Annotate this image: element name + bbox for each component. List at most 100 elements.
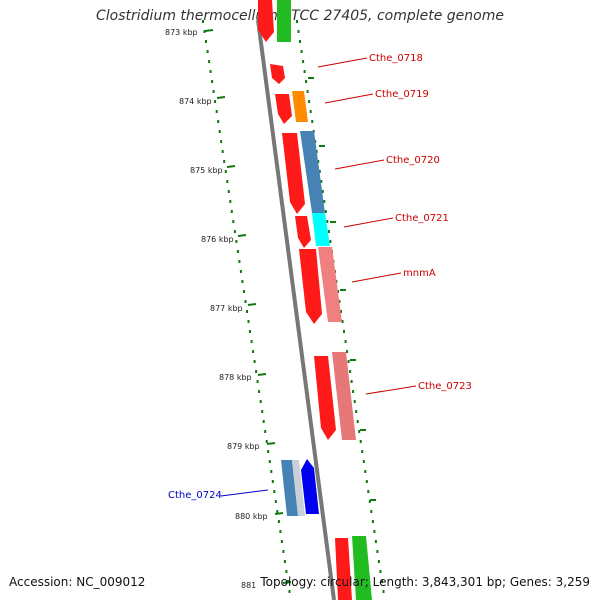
gene-label[interactable]: Cthe_0723 [418, 381, 472, 392]
rail-dot [349, 370, 352, 373]
rail-dot [252, 350, 255, 353]
rail-dot [379, 570, 382, 573]
rail-dot [306, 90, 309, 93]
rail-dot [327, 230, 330, 233]
gene-arrow-red[interactable] [270, 64, 285, 84]
rail-dot [208, 60, 211, 63]
rail-dot [308, 100, 311, 103]
rail-dot [320, 180, 323, 183]
gene-box-salmon[interactable] [318, 247, 342, 322]
rail-dot [297, 30, 300, 33]
rail-dot [324, 210, 327, 213]
rail-dot [203, 30, 206, 33]
rail-dot [338, 300, 341, 303]
rail-dot [233, 230, 236, 233]
rail-dot [377, 560, 380, 563]
gene-arrow-red[interactable] [335, 538, 352, 600]
rail-dot [362, 460, 365, 463]
leader-line [365, 385, 417, 395]
rail-dot [299, 40, 301, 43]
rail-dot [246, 310, 248, 313]
rail-dot [365, 480, 368, 483]
gene-box-steelblue[interactable] [281, 460, 298, 516]
gene-box-steelblue[interactable] [300, 131, 325, 213]
gene-label[interactable]: mnmA [403, 268, 436, 279]
rail-dot [282, 550, 285, 553]
kbp-tick [226, 165, 236, 168]
gene-arrow-red[interactable] [282, 133, 305, 214]
rail-dot [311, 120, 314, 123]
rail-dot [238, 260, 241, 263]
kbp-label: 874 kbp [179, 97, 212, 106]
kbp-label: 873 kbp [165, 28, 198, 37]
gene-box-grey[interactable] [292, 460, 305, 516]
rail-dot [206, 50, 209, 53]
gene-arrow-red[interactable] [295, 216, 311, 248]
kbp-label: 879 kbp [227, 442, 260, 451]
rail-dot [373, 530, 376, 533]
rail-dot [352, 390, 355, 393]
rail-dot [274, 500, 277, 503]
rail-dot [212, 90, 215, 93]
rail-dot [217, 120, 220, 123]
leader-line [334, 159, 385, 170]
kbp-tick [247, 303, 257, 306]
rail-dot [356, 420, 359, 423]
gene-box-cyan[interactable] [312, 213, 330, 246]
gene-box-salmon[interactable] [332, 352, 356, 440]
rail-dot [247, 320, 250, 323]
rail-dot [232, 220, 235, 223]
gene-arrow-red[interactable] [258, 0, 274, 42]
kbp-label: 875 kbp [190, 166, 223, 175]
rail-dot [224, 170, 227, 173]
rail-dot [236, 250, 239, 253]
rail-dot [355, 410, 358, 413]
rail-dot [329, 240, 332, 243]
rail-dot [382, 590, 385, 593]
rail-dot [256, 380, 259, 383]
rail-dot [359, 440, 362, 443]
kbp-label: 878 kbp [219, 373, 252, 382]
gene-box-green[interactable] [277, 0, 291, 42]
gene-label[interactable]: Cthe_0718 [369, 53, 423, 64]
rail-dot [226, 180, 229, 183]
gene-label[interactable]: Cthe_0719 [375, 89, 429, 100]
rail-dot [296, 20, 298, 23]
gene-arrow-red[interactable] [314, 356, 336, 440]
rail-dot [243, 290, 245, 293]
rail-dot [250, 340, 253, 343]
gene-arrow-blue[interactable] [301, 459, 319, 514]
rail-dot [371, 520, 374, 523]
kbp-tick [274, 512, 284, 515]
rail-dot [309, 110, 312, 113]
rail-dot [370, 510, 373, 513]
rail-dot [239, 270, 242, 273]
rail-dot [271, 480, 274, 483]
rail-dot [211, 80, 214, 83]
gene-label[interactable]: Cthe_0724 [168, 490, 222, 501]
leader-line [343, 217, 394, 228]
kbp-label: 880 kbp [235, 512, 268, 521]
gene-arrow-red[interactable] [299, 249, 322, 324]
rail-dot [318, 170, 321, 173]
rail-dot [302, 60, 305, 63]
rail-dot [261, 410, 264, 413]
rail-dot [215, 110, 218, 113]
rail-dot [340, 310, 342, 313]
rail-dot [326, 220, 329, 223]
rail-dot [221, 150, 224, 153]
rail-dot [341, 320, 344, 323]
gene-box-orange[interactable] [292, 91, 308, 122]
rail-dot [350, 380, 353, 383]
rail-dot [323, 200, 326, 203]
gene-box-green[interactable] [352, 536, 372, 600]
leader-line [220, 489, 269, 497]
gene-label[interactable]: Cthe_0720 [386, 155, 440, 166]
rail-dot [374, 540, 377, 543]
rail-dot [277, 520, 280, 523]
rail-dot [267, 450, 270, 453]
rail-dot [230, 210, 233, 213]
gene-label[interactable]: Cthe_0721 [395, 213, 449, 224]
gene-arrow-red[interactable] [275, 94, 292, 124]
